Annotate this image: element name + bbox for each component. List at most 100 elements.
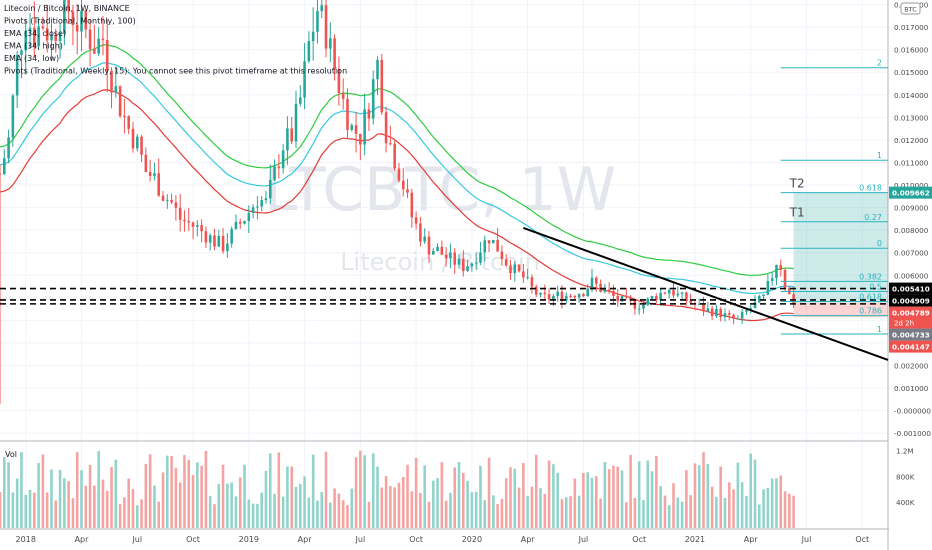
price-tick-label: 0.008000 bbox=[894, 226, 929, 235]
time-axis[interactable]: 2018 Apr Jul Oct 2019 Apr Jul Oct 2020 Apr Jul Oct 2… bbox=[16, 535, 870, 544]
candle-body bbox=[539, 292, 542, 295]
candle-body bbox=[7, 137, 10, 159]
stop-zone bbox=[793, 302, 888, 318]
volume-bar bbox=[676, 497, 680, 528]
candle-body bbox=[659, 292, 662, 300]
volume-bar bbox=[183, 455, 186, 528]
price-tick-label: 0.016000 bbox=[894, 46, 929, 55]
candle-body bbox=[213, 235, 216, 247]
volume-bar bbox=[170, 456, 173, 528]
candle-body bbox=[28, 27, 32, 31]
volume-bar bbox=[719, 466, 722, 528]
volume-bar bbox=[290, 466, 293, 528]
volume-bar bbox=[281, 496, 285, 528]
volume-bar bbox=[37, 462, 40, 528]
horizontal-levels[interactable] bbox=[0, 287, 888, 305]
candle-body bbox=[758, 296, 761, 303]
volume-bar bbox=[88, 464, 92, 528]
volume-bar bbox=[440, 462, 444, 528]
volume-bar bbox=[453, 467, 457, 528]
candle-body bbox=[3, 158, 6, 174]
candle-body bbox=[393, 143, 396, 169]
volume-bar bbox=[303, 476, 306, 528]
candle-body bbox=[118, 86, 122, 117]
fib-label: 1 bbox=[877, 325, 882, 334]
trendline[interactable] bbox=[523, 226, 889, 361]
volume-bar bbox=[24, 494, 28, 528]
volume-bar bbox=[393, 487, 396, 528]
candle-body bbox=[178, 207, 182, 220]
target-label: T1 bbox=[789, 206, 805, 220]
volume-bar bbox=[564, 497, 568, 528]
candle-body bbox=[573, 296, 577, 298]
candle-body bbox=[37, 26, 40, 47]
volume-bar bbox=[431, 480, 435, 528]
candle-body bbox=[286, 128, 289, 151]
candle-body bbox=[564, 295, 568, 301]
candle-body bbox=[11, 95, 15, 138]
volume-bar bbox=[148, 454, 152, 528]
candle-body bbox=[629, 297, 632, 301]
candle-body bbox=[234, 221, 238, 229]
volume-bar bbox=[534, 454, 538, 528]
volume-bar bbox=[324, 451, 328, 528]
candle-body bbox=[311, 31, 315, 42]
volume-bar bbox=[311, 454, 315, 528]
volume-bar bbox=[196, 462, 199, 528]
price-tag-bg bbox=[889, 282, 932, 295]
candle-body bbox=[183, 219, 186, 222]
volume-bar bbox=[118, 504, 122, 528]
volume-bar bbox=[54, 500, 58, 528]
volume-bar bbox=[509, 467, 512, 528]
candle-body bbox=[710, 308, 714, 317]
time-tick-label: Oct bbox=[409, 535, 423, 544]
volume-bar bbox=[273, 493, 276, 528]
time-tick-label: 2021 bbox=[685, 535, 705, 544]
candle-body bbox=[110, 70, 113, 93]
candle-body bbox=[341, 93, 345, 99]
candle-body bbox=[196, 225, 199, 227]
candle-body bbox=[187, 221, 191, 223]
volume-bar bbox=[642, 500, 645, 528]
candle-body bbox=[676, 293, 680, 296]
volume-bar bbox=[238, 477, 242, 528]
volume-bar bbox=[28, 489, 32, 528]
indicator-legend[interactable]: Litecoin / Bitcoin, 1W, BINANCE Pivots (T… bbox=[4, 4, 347, 76]
volume-bar bbox=[367, 501, 371, 528]
candle-body bbox=[436, 246, 439, 251]
candle-body bbox=[54, 34, 58, 42]
volume-bar bbox=[462, 472, 465, 528]
volume-bar bbox=[556, 472, 559, 528]
volume-bar bbox=[543, 493, 547, 528]
candle-body bbox=[140, 136, 143, 155]
candle-body bbox=[590, 277, 594, 289]
legend-line: EMA (34, high) bbox=[4, 42, 63, 51]
candle-body bbox=[75, 25, 79, 32]
long-position-box[interactable] bbox=[793, 192, 888, 318]
volume-bar bbox=[612, 465, 615, 528]
volume-bar bbox=[204, 450, 208, 528]
descending-trendline bbox=[523, 226, 889, 361]
currency-badge[interactable]: BTC bbox=[900, 2, 921, 15]
volume-bar bbox=[333, 488, 336, 528]
price-tick-label: 0.007000 bbox=[894, 249, 929, 258]
candle-body bbox=[264, 198, 268, 201]
volume-bar bbox=[93, 485, 96, 528]
candle-body bbox=[616, 295, 620, 302]
volume-bar bbox=[672, 483, 675, 528]
candle-body bbox=[586, 288, 589, 297]
volume-bar bbox=[625, 502, 628, 528]
volume-bar bbox=[685, 470, 688, 528]
volume-bar bbox=[479, 465, 482, 528]
volume-bar bbox=[646, 460, 650, 528]
candle-body bbox=[41, 26, 45, 29]
price-tick-label: 0.006000 bbox=[894, 271, 929, 280]
candle-body bbox=[157, 173, 161, 196]
volume-bar bbox=[693, 463, 697, 528]
candle-body bbox=[170, 199, 173, 203]
volume-bar bbox=[590, 477, 594, 528]
candle-body bbox=[24, 30, 28, 51]
candle-body bbox=[15, 54, 19, 96]
